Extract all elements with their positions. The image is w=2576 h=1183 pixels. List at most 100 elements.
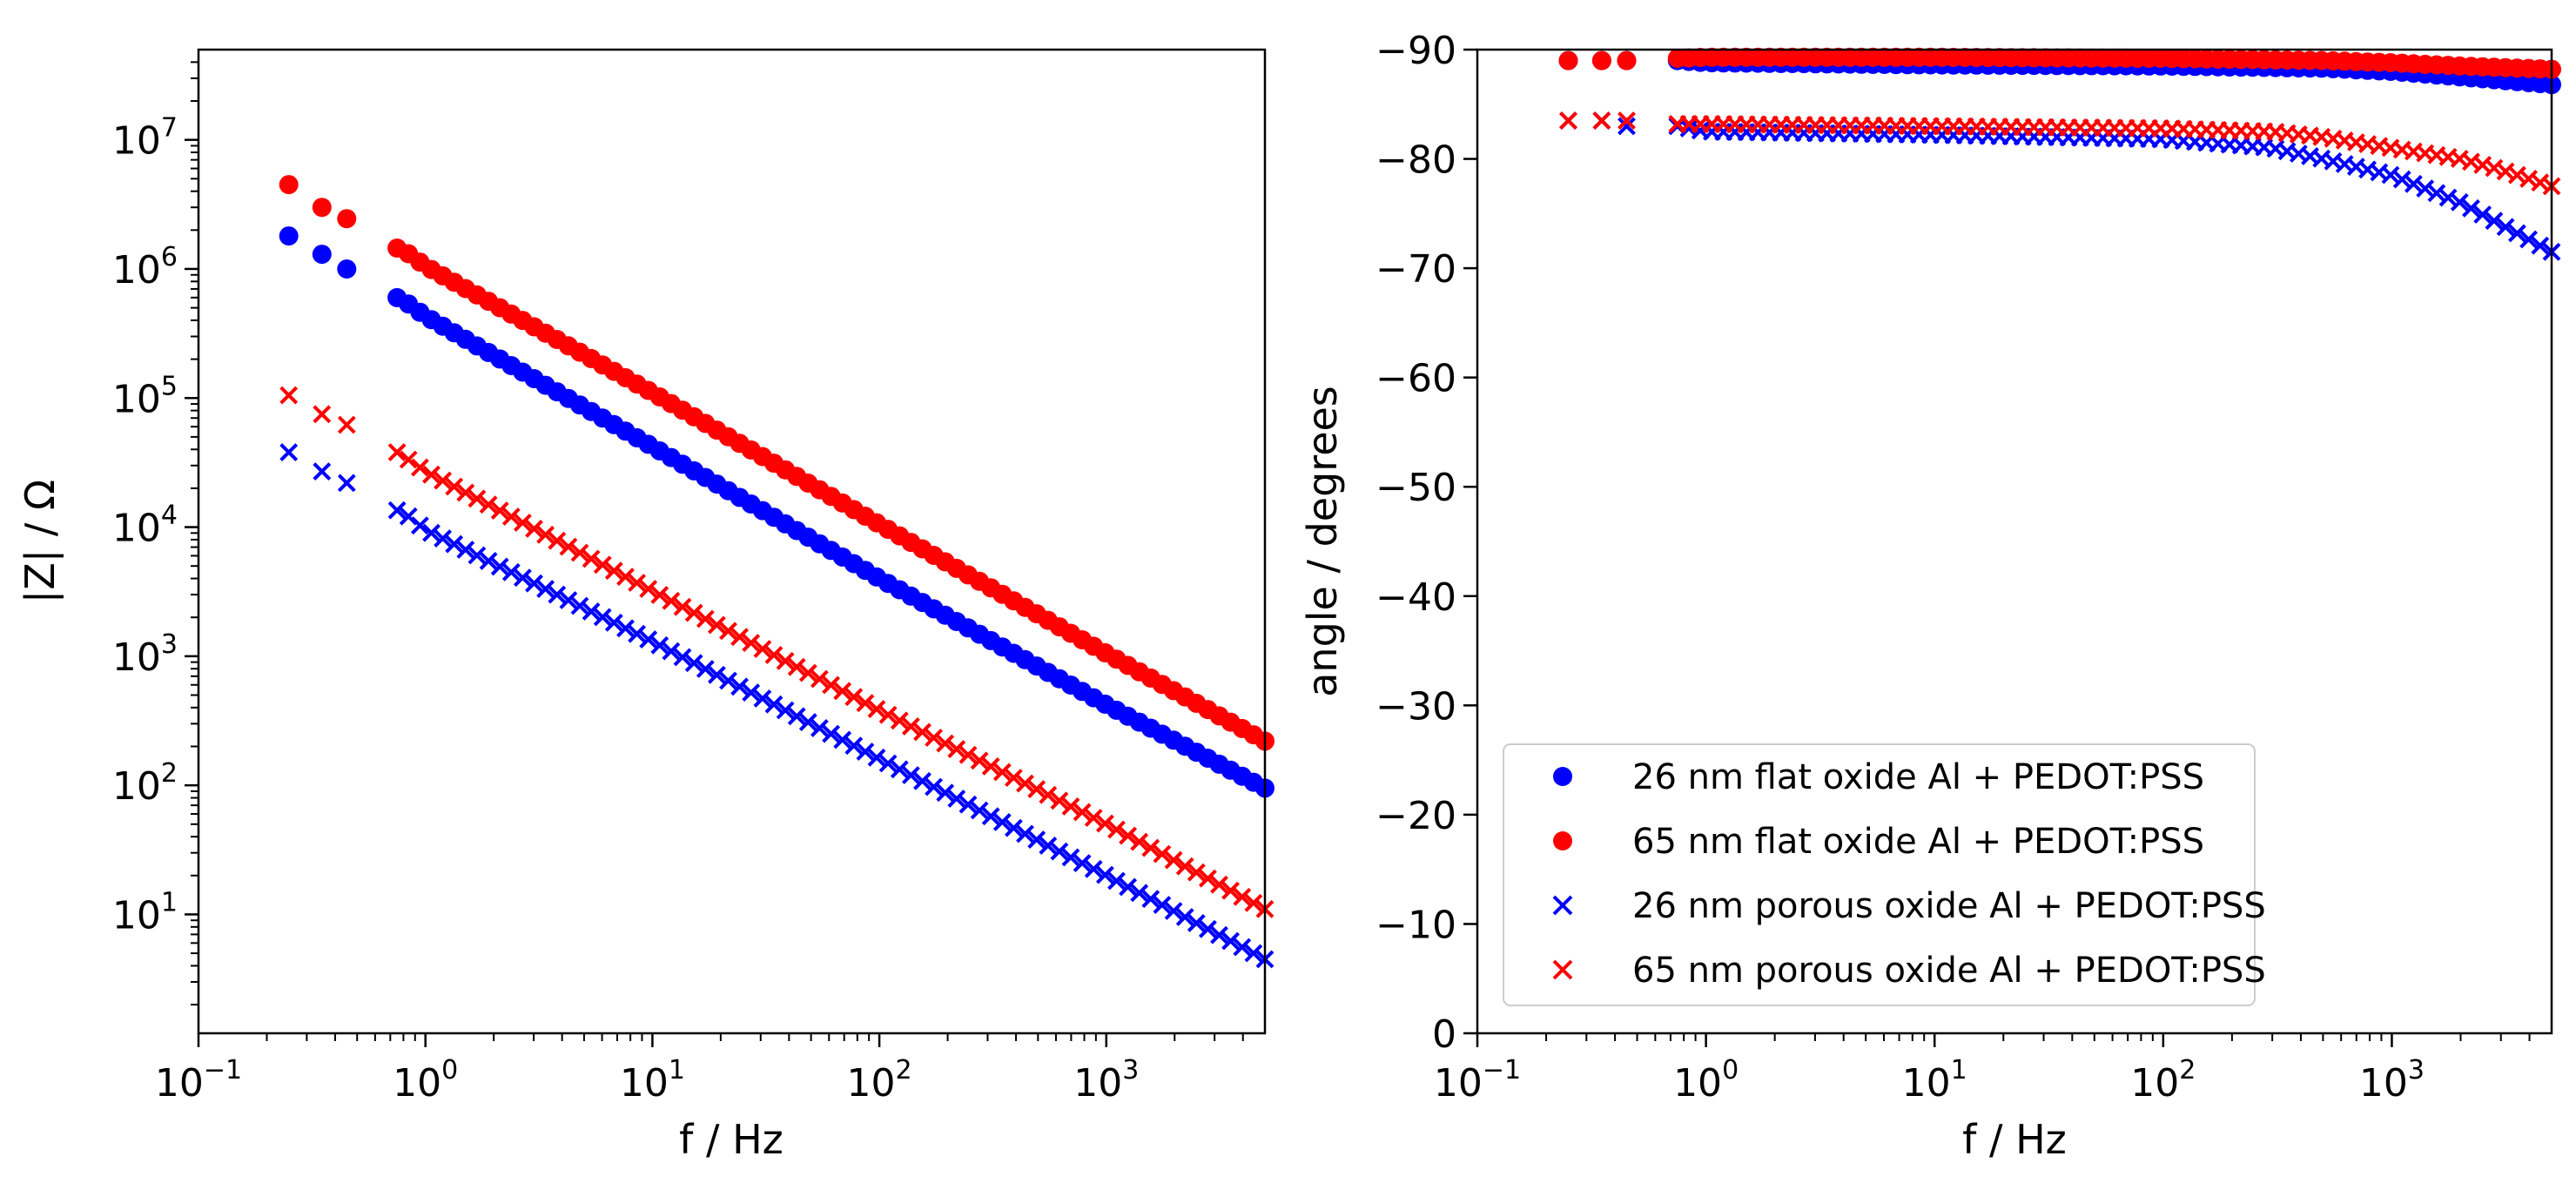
- phase-legend: 26 nm flat oxide Al + PEDOT:PSS 65 nm fl…: [1503, 743, 2266, 1006]
- data-point: [810, 718, 829, 737]
- data-point: [548, 531, 567, 550]
- data-point: [913, 723, 932, 742]
- data-point: [2519, 169, 2539, 188]
- x-tick-label: 102: [2130, 1055, 2196, 1106]
- data-point: [279, 175, 299, 195]
- data-point: [582, 602, 601, 621]
- data-point: [1198, 869, 1217, 888]
- data-point: [1119, 877, 1138, 897]
- legend-entry: 65 nm porous oxide Al + PEDOT:PSS: [1552, 951, 2266, 991]
- data-point: [434, 529, 453, 548]
- data-point: [313, 462, 332, 481]
- series-4-points: [1559, 111, 2561, 196]
- data-point: [833, 682, 852, 701]
- x-tick-label: 100: [1673, 1055, 1739, 1106]
- legend-label: 26 nm porous oxide Al + PEDOT:PSS: [1632, 886, 2266, 926]
- data-point: [593, 555, 612, 575]
- data-point: [628, 574, 647, 592]
- phase-x-ticks: 10−1 100 101 102 103: [1434, 1033, 2531, 1106]
- data-point: [570, 596, 589, 615]
- data-point: [2507, 165, 2526, 185]
- data-point: [958, 795, 978, 814]
- data-point: [2450, 192, 2469, 212]
- legend-marker-circle-red: [1553, 831, 1572, 850]
- data-point: [1084, 859, 1103, 878]
- data-point: [981, 756, 1000, 776]
- data-point: [1210, 925, 1228, 944]
- data-point: [1039, 785, 1058, 804]
- data-point: [1175, 908, 1194, 926]
- legend-entry: 26 nm flat oxide Al + PEDOT:PSS: [1553, 757, 2204, 797]
- legend-label: 65 nm porous oxide Al + PEDOT:PSS: [1632, 951, 2266, 991]
- data-point: [925, 777, 944, 797]
- data-point: [947, 740, 966, 759]
- data-point: [776, 651, 795, 670]
- y-tick-label: 106: [112, 242, 178, 292]
- phase-plot-frame: [1476, 48, 2553, 1035]
- data-point: [844, 736, 864, 756]
- data-point: [650, 585, 669, 604]
- data-point: [337, 259, 357, 279]
- data-point: [787, 657, 806, 676]
- series-2-points: [279, 175, 1275, 751]
- data-point: [2473, 205, 2492, 224]
- data-point: [639, 630, 658, 649]
- data-point: [901, 716, 920, 736]
- data-point: [1050, 791, 1069, 810]
- data-point: [684, 603, 703, 622]
- data-point: [719, 622, 737, 641]
- data-point: [707, 615, 726, 635]
- data-point: [901, 766, 920, 784]
- x-tick-label: 10−1: [155, 1055, 242, 1106]
- data-point: [1198, 919, 1217, 938]
- data-point: [2438, 188, 2458, 207]
- data-point: [1095, 865, 1114, 884]
- data-point: [764, 695, 784, 714]
- impedance-data-marks: [279, 175, 1275, 969]
- data-point: [1095, 814, 1114, 833]
- data-point: [673, 648, 692, 667]
- x-tick-label: 103: [2359, 1055, 2425, 1106]
- data-point: [337, 415, 356, 434]
- data-point: [798, 663, 817, 682]
- data-point: [867, 700, 886, 719]
- data-point: [1027, 780, 1046, 799]
- data-point: [559, 591, 578, 609]
- series-3-points: [1559, 111, 2561, 261]
- data-point: [810, 669, 829, 689]
- data-point: [787, 707, 806, 726]
- data-point: [479, 495, 498, 514]
- data-point: [2404, 174, 2423, 193]
- data-point: [279, 386, 299, 405]
- data-point: [279, 443, 299, 462]
- data-point: [410, 516, 429, 535]
- legend-label: 26 nm flat oxide Al + PEDOT:PSS: [1632, 757, 2204, 797]
- data-point: [513, 568, 532, 588]
- data-point: [1153, 896, 1172, 915]
- data-point: [947, 790, 966, 808]
- y-tick-label: 101: [112, 887, 178, 938]
- series-2-points: [1558, 47, 2561, 79]
- data-point: [707, 665, 726, 684]
- data-point: [1221, 931, 1241, 951]
- data-point: [1187, 913, 1206, 932]
- y-tick-label: 107: [112, 113, 178, 164]
- legend-label: 65 nm flat oxide Al + PEDOT:PSS: [1632, 822, 2204, 862]
- data-point: [1164, 902, 1183, 920]
- data-point: [913, 771, 932, 790]
- legend-box: [1503, 743, 2256, 1006]
- data-point: [1244, 944, 1263, 963]
- data-point: [730, 677, 750, 696]
- phase-x-axis-label: f / Hz: [1962, 1116, 2067, 1163]
- data-point: [730, 628, 750, 647]
- y-tick-label: −60: [1375, 357, 1456, 401]
- data-point: [2485, 212, 2504, 231]
- data-point: [776, 701, 795, 720]
- data-point: [2519, 230, 2539, 249]
- y-tick-label: −30: [1375, 684, 1456, 729]
- data-point: [662, 642, 681, 661]
- y-tick-label: −80: [1375, 138, 1456, 183]
- legend-marker-cross-blue: [1552, 895, 1573, 916]
- data-point: [467, 489, 487, 508]
- data-point: [2416, 179, 2435, 198]
